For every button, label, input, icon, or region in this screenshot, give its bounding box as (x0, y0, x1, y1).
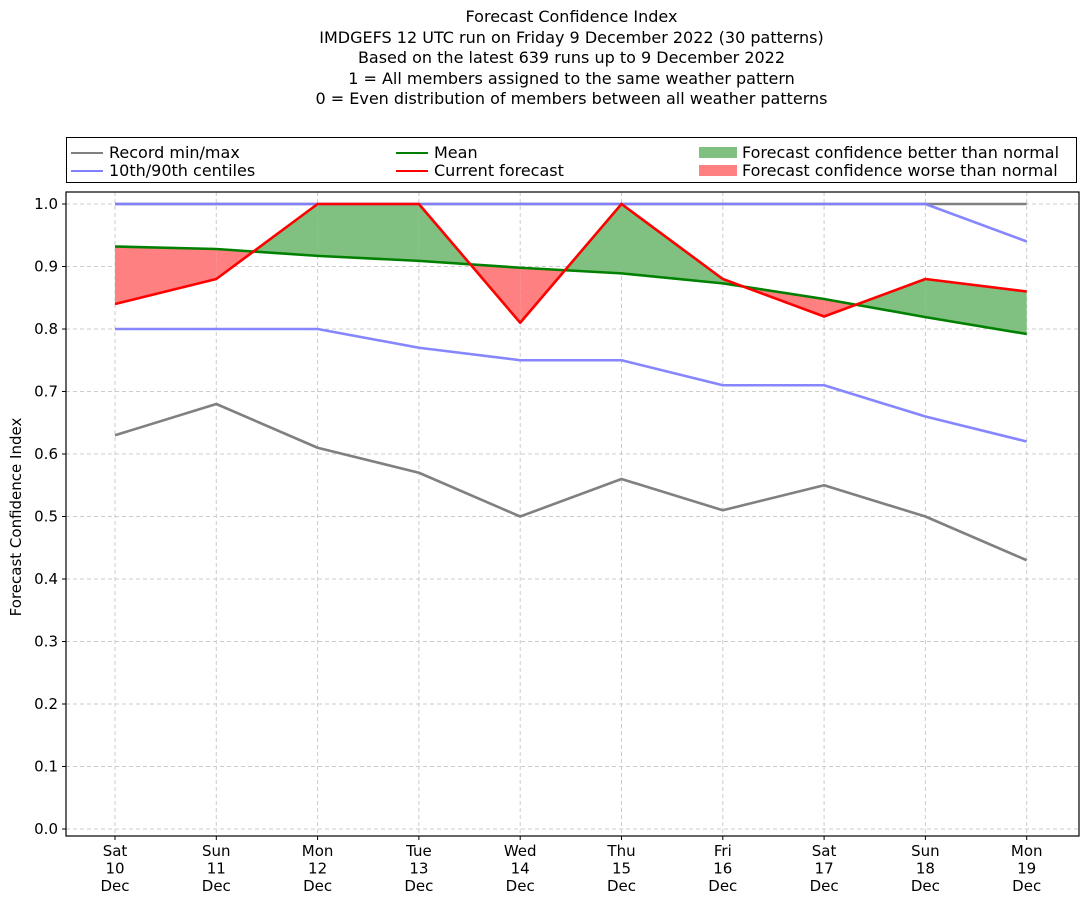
x-tick-label-line: 12 (308, 860, 327, 878)
chart-subtitle-scale-min: 0 = Even distribution of members between… (315, 89, 828, 108)
series-lines (114, 202, 1028, 562)
x-tick-label-line: Dec (1012, 877, 1041, 895)
y-tick-label: 0.8 (34, 320, 58, 338)
y-tick-label: 0.3 (34, 633, 58, 651)
y-tick-label: 1.0 (34, 195, 58, 213)
x-tick-label-line: Dec (607, 877, 636, 895)
legend-label-centiles: 10th/90th centiles (109, 161, 256, 180)
series-line-10th-centile (115, 327, 1028, 443)
chart-legend: Record min/max 10th/90th centiles Mean C… (66, 137, 1077, 183)
x-tick-label-line: 16 (713, 860, 732, 878)
legend-label-mean: Mean (434, 143, 478, 162)
y-tick-label: 0.7 (34, 383, 58, 401)
series-line-90th-centile (115, 202, 1028, 243)
x-tick-label-line: 17 (815, 860, 834, 878)
x-tick-label-line: Dec (810, 877, 839, 895)
x-tick-label-line: Dec (202, 877, 231, 895)
x-tick-label-line: Tue (405, 842, 432, 860)
x-tick-label-line: 13 (409, 860, 428, 878)
y-axis-label: Forecast Confidence Index (7, 418, 25, 617)
x-tick-label-line: Dec (100, 877, 129, 895)
x-tick-label-line: Thu (606, 842, 635, 860)
x-tick-label: Thu 15 Dec (606, 842, 636, 895)
confidence-fills (115, 204, 1027, 334)
chart-title-block: Forecast Confidence Index IMDGEFS 12 UTC… (0, 7, 1092, 110)
x-tick-label-line: 18 (916, 860, 935, 878)
legend-label-worse: Forecast confidence worse than normal (742, 161, 1058, 180)
y-tick-label: 0.1 (34, 758, 58, 776)
x-tick-label: Mon 12 Dec (302, 842, 334, 895)
chart-subtitle-scale-max: 1 = All members assigned to the same wea… (348, 68, 795, 88)
chart-title: Forecast Confidence Index (465, 7, 678, 26)
fill-worse-than-normal (115, 246, 217, 304)
legend-swatch-record (71, 152, 103, 154)
y-tick-label: 0.4 (34, 570, 58, 588)
x-tick-label-line: Dec (404, 877, 433, 895)
legend-swatch-current (396, 170, 428, 172)
series-line-current-forecast (114, 202, 1027, 325)
x-tick-label-line: Wed (504, 842, 537, 860)
x-tick-label: Sun 18 Dec (911, 842, 940, 895)
x-tick-label: Mon 19 Dec (1011, 842, 1043, 895)
y-tick-label: 0.2 (34, 695, 58, 713)
legend-label-current: Current forecast (434, 161, 564, 180)
x-tick-label-line: 11 (207, 860, 226, 878)
x-tick-label: Tue 13 Dec (404, 842, 433, 895)
series-line-mean (114, 245, 1027, 336)
plot-frame (65, 191, 1080, 837)
x-tick-label-line: Sat (103, 842, 128, 860)
x-tick-label: Sat 17 Dec (810, 842, 839, 895)
x-tick-label-line: Sun (911, 842, 940, 860)
x-tick-label: Wed 14 Dec (504, 842, 537, 895)
x-tick-label-line: Sun (202, 842, 231, 860)
legend-label-record: Record min/max (109, 143, 240, 162)
x-tick-label-line: Dec (506, 877, 535, 895)
x-tick-label-line: Dec (708, 877, 737, 895)
x-tick-label-line: Mon (302, 842, 334, 860)
y-tick-label: 0.9 (34, 258, 58, 276)
x-tick-label-line: Sat (812, 842, 837, 860)
x-tick-label-line: 19 (1017, 860, 1036, 878)
x-tick-label-line: Dec (911, 877, 940, 895)
legend-swatch-centiles (71, 170, 103, 172)
x-tick-label-line: Mon (1011, 842, 1043, 860)
fill-better-than-normal (317, 204, 419, 261)
y-axis: 0.0 0.1 0.2 0.3 0.4 0.5 0.6 0.7 0.8 0.9 1.0 (34, 195, 66, 838)
chart-subtitle-basis: Based on the latest 639 runs up to 9 Dec… (357, 48, 786, 67)
x-tick-label-line: 10 (105, 860, 124, 878)
y-tick-label: 0.6 (34, 445, 58, 463)
x-tick-label-line: 15 (612, 860, 631, 878)
x-tick-label: Fri 16 Dec (708, 842, 737, 895)
legend-swatch-better (699, 147, 737, 158)
legend-label-better: Forecast confidence better than normal (742, 143, 1060, 162)
y-tick-label: 0.0 (34, 820, 58, 838)
chart-subtitle-run: IMDGEFS 12 UTC run on Friday 9 December … (319, 27, 824, 47)
x-tick-label: Sun 11 Dec (202, 842, 231, 895)
series-line-record-min (114, 402, 1028, 562)
legend-swatch-worse (699, 165, 737, 176)
legend-swatch-mean (396, 152, 428, 154)
x-tick-label-line: 14 (511, 860, 530, 878)
x-tick-label-line: Fri (714, 842, 732, 860)
x-tick-label-line: Dec (303, 877, 332, 895)
y-tick-label: 0.5 (34, 508, 58, 526)
x-tick-label: Sat 10 Dec (100, 842, 129, 895)
